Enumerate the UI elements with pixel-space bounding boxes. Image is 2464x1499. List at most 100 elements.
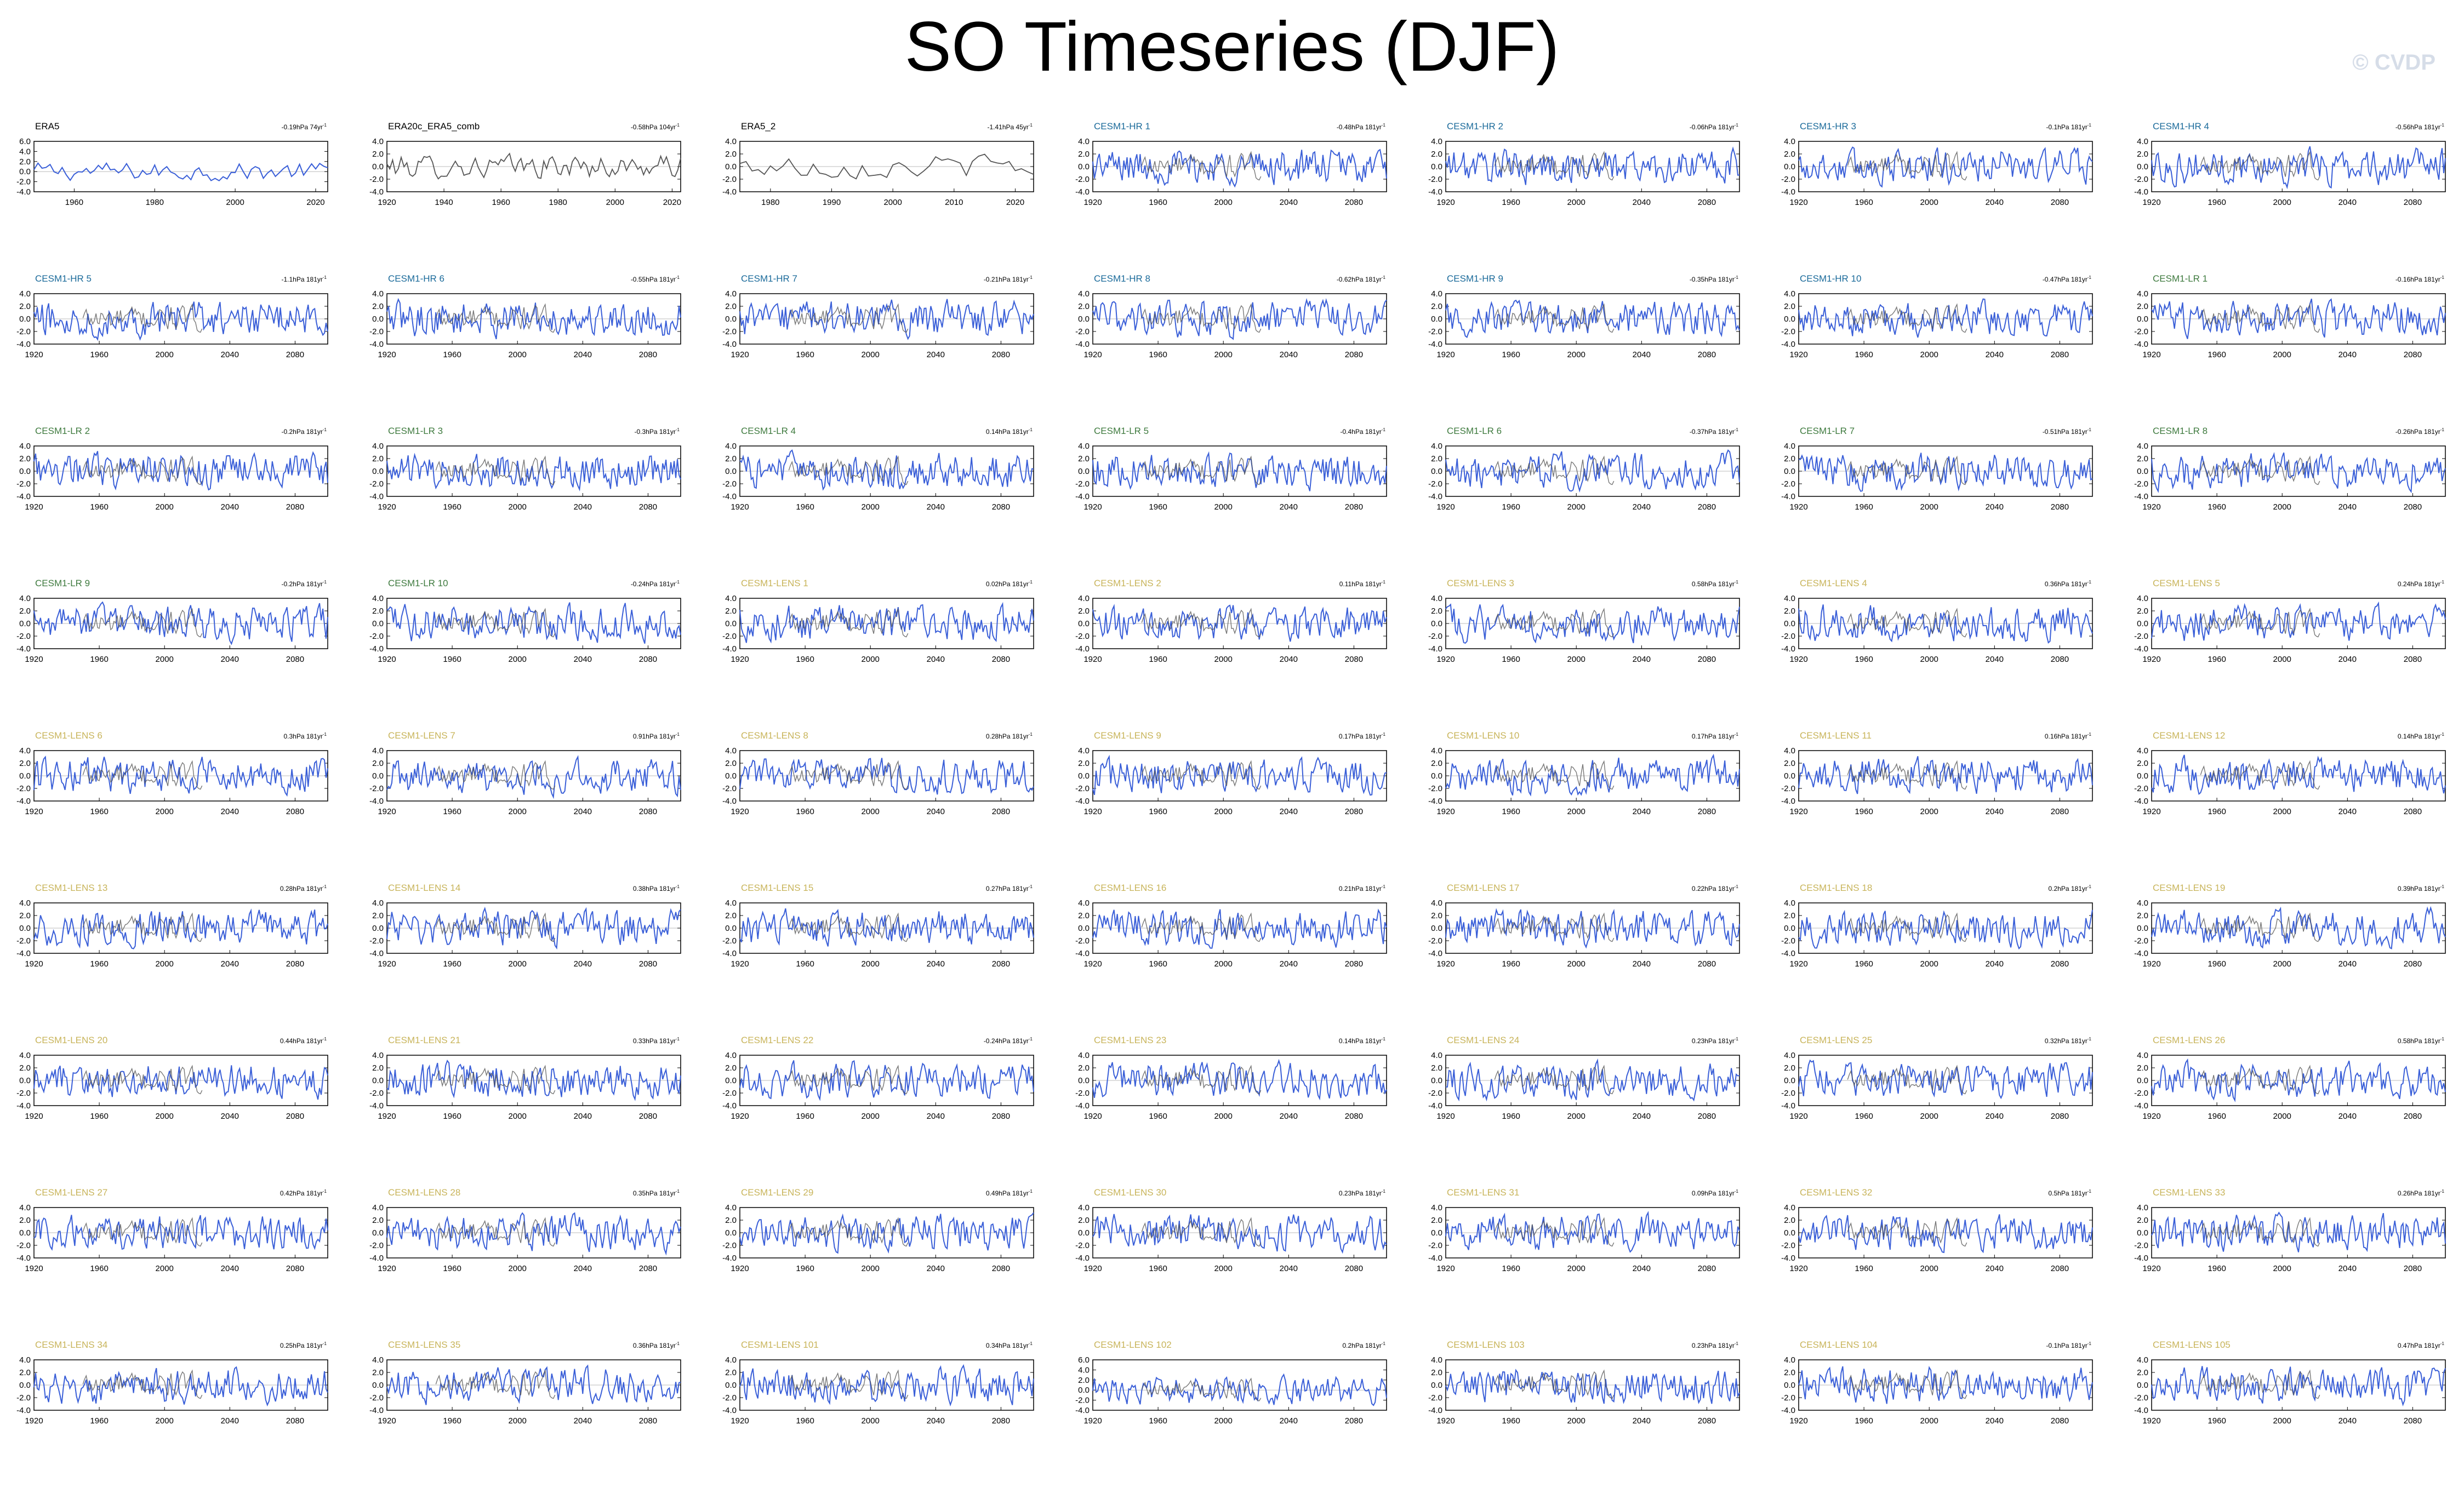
panel-title: CESM1-LENS 7 — [388, 730, 455, 741]
y-tick-label: 0.0 — [2137, 771, 2148, 781]
y-tick-label: 2.0 — [1784, 911, 1795, 920]
trend-label: 0.91hPa 181yr-1 — [633, 732, 680, 740]
y-tick-label: -4.0 — [1075, 1101, 1090, 1111]
x-tick-label: 2000 — [509, 1264, 527, 1273]
x-tick-label: 1960 — [1855, 959, 1873, 969]
x-tick-label: 1920 — [1789, 959, 1807, 969]
x-tick-label: 2080 — [2404, 198, 2422, 207]
y-tick-label: -2.0 — [369, 327, 384, 336]
panel: CESM1-LENS 16 0.21hPa 181yr-1 4.0 2.0 0.0 -2.… — [1075, 883, 1387, 969]
x-tick-label: 2040 — [1986, 350, 2004, 359]
series-line — [33, 301, 328, 341]
series-line — [386, 1212, 681, 1256]
x-tick-label: 2080 — [639, 502, 657, 512]
x-tick-label: 2040 — [1280, 807, 1298, 816]
x-tick-label: 2040 — [221, 1416, 239, 1426]
y-tick-label: 2.0 — [1431, 302, 1442, 311]
series-line — [33, 601, 328, 645]
obs-overlay-line — [82, 760, 203, 790]
y-tick-label: -2.0 — [1781, 784, 1795, 793]
x-tick-label: 2040 — [927, 1112, 945, 1121]
y-tick-label: 2.0 — [19, 1368, 31, 1377]
x-tick-label: 2040 — [1633, 655, 1651, 664]
y-tick-label: 0.0 — [1078, 771, 1090, 781]
x-tick-label: 2080 — [2404, 655, 2422, 664]
x-tick-label: 2040 — [221, 350, 239, 359]
x-tick-label: 1960 — [1502, 350, 1520, 359]
series-line — [2151, 754, 2446, 796]
y-tick-label: 4.0 — [1431, 1203, 1442, 1212]
y-tick-label: -4.0 — [369, 340, 384, 349]
y-tick-label: 2.0 — [1784, 302, 1795, 311]
y-tick-label: -2.0 — [722, 1089, 737, 1098]
y-tick-label: -2.0 — [1075, 327, 1090, 336]
y-tick-label: -2.0 — [2134, 175, 2148, 184]
x-tick-label: 1960 — [1855, 655, 1873, 664]
trend-label: -0.58hPa 104yr-1 — [631, 123, 680, 131]
x-tick-label: 2040 — [1280, 198, 1298, 207]
x-tick-label: 1960 — [2208, 807, 2226, 816]
y-tick-label: -2.0 — [16, 1393, 31, 1403]
x-tick-label: 2000 — [1567, 198, 1585, 207]
x-tick-label: 2000 — [156, 1416, 174, 1426]
x-tick-label: 1960 — [796, 959, 814, 969]
panel-title: CESM1-LENS 10 — [1447, 730, 1519, 741]
panel-title: CESM1-LENS 15 — [741, 883, 813, 893]
y-tick-label: -4.0 — [2134, 1406, 2148, 1415]
y-tick-label: -2.0 — [2134, 327, 2148, 336]
series-line — [739, 602, 1034, 644]
panel: CESM1-LENS 4 0.36hPa 181yr-1 4.0 2.0 0.0 -2.0… — [1781, 578, 2093, 664]
y-tick-label: 0.0 — [19, 1228, 31, 1238]
panel: CESM1-LENS 13 0.28hPa 181yr-1 4.0 2.0 0.0 -2.… — [16, 883, 328, 969]
x-tick-label: 2040 — [927, 655, 945, 664]
trend-label: 0.14hPa 181yr-1 — [2398, 732, 2445, 740]
obs-overlay-line — [2200, 1065, 2320, 1095]
y-tick-label: -4.0 — [722, 187, 737, 197]
x-tick-label: 2000 — [606, 198, 624, 207]
panel: CESM1-HR 2 -0.06hPa 181yr-1 4.0 2.0 0.0 -2.0 -… — [1428, 121, 1740, 207]
series-line — [386, 1060, 681, 1101]
trend-label: 0.32hPa 181yr-1 — [2045, 1037, 2092, 1045]
panel: CESM1-LENS 30 0.23hPa 181yr-1 4.0 2.0 0.0 -2.… — [1075, 1187, 1387, 1273]
x-tick-label: 2020 — [663, 198, 681, 207]
x-tick-label: 1960 — [796, 350, 814, 359]
y-tick-label: 4.0 — [19, 594, 31, 603]
y-tick-label: 2.0 — [19, 759, 31, 768]
x-tick-label: 2000 — [1920, 807, 1938, 816]
x-tick-label: 2000 — [509, 807, 527, 816]
y-tick-label: -2.0 — [369, 175, 384, 184]
panel: CESM1-LENS 31 0.09hPa 181yr-1 4.0 2.0 0.0 -2.… — [1428, 1187, 1740, 1273]
x-tick-label: 1960 — [443, 807, 461, 816]
y-tick-label: 6.0 — [1078, 1355, 1090, 1365]
x-tick-label: 1960 — [2208, 959, 2226, 969]
trend-label: 0.49hPa 181yr-1 — [986, 1189, 1033, 1197]
panel-title: CESM1-LENS 28 — [388, 1187, 460, 1198]
x-tick-label: 2000 — [1567, 1416, 1585, 1426]
x-tick-label: 2080 — [2404, 1416, 2422, 1426]
x-tick-label: 2000 — [1567, 1264, 1585, 1273]
panel-title: CESM1-LENS 27 — [35, 1187, 107, 1198]
y-tick-label: 0.0 — [725, 619, 737, 628]
series-line — [1798, 909, 2093, 950]
x-tick-label: 2040 — [2338, 1416, 2357, 1426]
x-tick-label: 1920 — [1436, 350, 1455, 359]
y-tick-label: 4.0 — [19, 147, 31, 156]
y-tick-label: -2.0 — [2134, 1241, 2148, 1250]
x-tick-label: 2080 — [992, 1112, 1010, 1121]
y-tick-label: -2.0 — [1075, 784, 1090, 793]
x-tick-label: 1920 — [2142, 807, 2160, 816]
obs-overlay-line — [788, 912, 909, 942]
y-tick-label: 2.0 — [1431, 454, 1442, 464]
series-line — [33, 756, 328, 797]
x-tick-label: 2000 — [1567, 807, 1585, 816]
y-tick-label: 4.0 — [19, 746, 31, 756]
y-tick-label: 2.0 — [1784, 1063, 1795, 1073]
y-tick-label: -4.0 — [1781, 949, 1795, 958]
x-tick-label: 1920 — [25, 502, 43, 512]
y-tick-label: 2.0 — [1078, 454, 1090, 464]
trend-label: 0.39hPa 181yr-1 — [2398, 884, 2445, 892]
panel-title: CESM1-LENS 24 — [1447, 1035, 1519, 1045]
obs-overlay-line — [435, 608, 556, 638]
x-tick-label: 2000 — [2273, 502, 2291, 512]
series-line — [2151, 906, 2446, 949]
